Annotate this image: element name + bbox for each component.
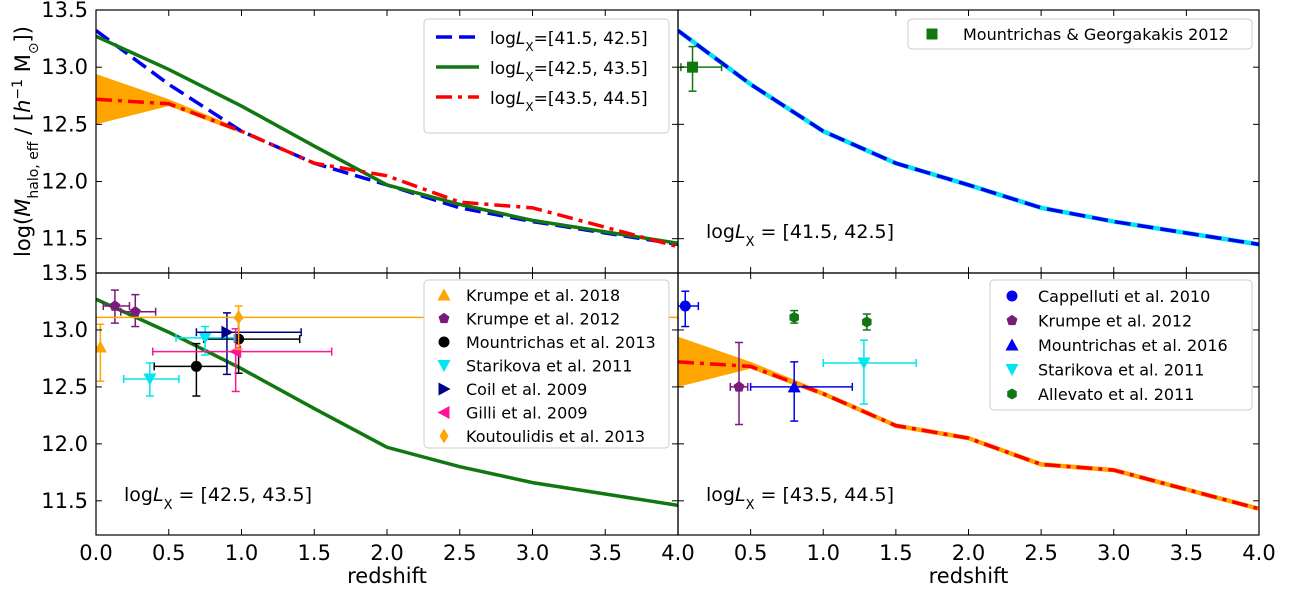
panel-annotation: logLX = [41.5, 42.5] <box>706 221 894 250</box>
panel-annotation: logLX = [43.5, 44.5] <box>706 484 894 513</box>
legend-marker <box>1007 388 1017 400</box>
legend-label: logLX=[41.5, 42.5] <box>490 29 648 54</box>
legend-marker <box>438 312 450 324</box>
x-tick-label: 3.5 <box>589 541 622 565</box>
panel-top-right-plot-area <box>678 28 1259 247</box>
y-tick-label: 13.0 <box>41 318 88 342</box>
legend-marker <box>1006 314 1018 326</box>
y-tick-label: 12.5 <box>41 112 88 136</box>
legend-label: Krumpe et al. 2012 <box>466 310 620 329</box>
legend-marker <box>1005 338 1019 351</box>
x-tick-label: 1.5 <box>298 541 331 565</box>
point-krumpe-et-al-2012-2-marker <box>129 305 141 317</box>
legend-marker <box>1005 364 1019 376</box>
point-mountrichas-et-al-2013-marker <box>190 360 202 372</box>
y-tick-label: 12.0 <box>41 170 88 194</box>
x-tick-label: 2.5 <box>443 541 476 565</box>
x-tick-label: 4.0 <box>1242 541 1275 565</box>
x-tick-label: 1.0 <box>225 541 258 565</box>
panel-top-right: logLX = [41.5, 42.5] Mountrichas & Georga… <box>677 9 1260 274</box>
x-tick-label: 1.5 <box>879 541 912 565</box>
legend-label: Koutoulidis et al. 2013 <box>466 427 645 446</box>
y-tick-label: 13.5 <box>41 261 88 285</box>
panel-annotation: logLX = [42.5, 43.5] <box>124 484 312 513</box>
legend-label: Mountrichas et al. 2013 <box>466 333 656 352</box>
x-axis-label: redshift <box>929 564 1009 588</box>
legend-box <box>989 279 1253 411</box>
x-axis-label: redshift <box>347 564 427 588</box>
series-model-underlay <box>678 28 1259 247</box>
legend-label: Krumpe et al. 2018 <box>466 286 620 305</box>
legend-label: Mountrichas & Georgakakis 2012 <box>963 25 1229 44</box>
y-tick-label: 11.5 <box>41 489 88 513</box>
x-tick-label: 2.5 <box>1024 541 1057 565</box>
x-tick-label: 0.0 <box>79 541 112 565</box>
x-tick-label: 4.0 <box>661 541 694 565</box>
point-mountrichas-georgakakis-2012-marker <box>687 61 699 73</box>
y-tick-label: 13.0 <box>41 55 88 79</box>
panel-top-left: 11.5 12.0 12.5 13.0 13.5 log(Mhalo, eff / [h−… <box>10 0 679 274</box>
point-koutoulidis-et-al-2013-marker <box>234 309 244 325</box>
point-krumpe-et-al-2012-marker <box>109 300 121 311</box>
legend-marker <box>437 360 451 372</box>
point-starikova-et-al-2011-marker <box>857 357 871 370</box>
panel-bottom-right: 0.5 1.0 1.5 2.0 2.5 3.0 3.5 4.0 redshift logLX = … <box>677 272 1276 588</box>
point-krumpe-et-al-2018-marker <box>96 340 107 353</box>
point-starikova-et-al-2011-marker <box>143 373 157 386</box>
point-allevato-et-al-2011-marker <box>789 311 799 323</box>
point-starikova-et-al-2011-2-marker <box>198 332 212 345</box>
panel-bottom-right-plot-area <box>678 290 1259 511</box>
x-tick-label: 1.0 <box>807 541 840 565</box>
x-tick-label: 0.5 <box>152 541 185 565</box>
legend-label: Mountrichas et al. 2016 <box>1038 336 1228 355</box>
point-krumpe-et-al-2012-marker <box>733 381 745 392</box>
legend-box <box>907 18 1253 50</box>
legend-label: logLX=[42.5, 43.5] <box>490 59 648 84</box>
x-tick-label: 0.5 <box>734 541 767 565</box>
panel-bottom-left: 11.5 12.0 12.5 13.0 13.5 0.0 0.5 1.0 1.5 2.0 2.5 3.… <box>41 261 694 588</box>
legend-marker <box>438 382 451 396</box>
y-tick-label: 13.5 <box>41 0 88 22</box>
point-cappelluti-et-al-2010-marker <box>679 300 691 312</box>
series-model-line <box>678 29 1259 247</box>
legend-marker <box>438 336 450 348</box>
legend-marker <box>926 28 938 40</box>
panel-bottom-left-plot-area <box>96 289 678 508</box>
legend-marker <box>439 428 449 444</box>
legend-marker <box>437 406 450 419</box>
legend-label: Coil et al. 2009 <box>466 380 587 399</box>
legend-label: Starikova et al. 2011 <box>1038 361 1204 380</box>
series-model-line <box>96 297 678 508</box>
point-allevato-et-al-2011-2-marker <box>862 316 872 328</box>
legend-label: Gilli et al. 2009 <box>466 404 588 423</box>
legend-label: Allevato et al. 2011 <box>1038 385 1194 404</box>
y-tick-label: 11.5 <box>41 227 88 251</box>
series-model-line <box>678 360 1259 511</box>
legend-label: Starikova et al. 2011 <box>466 357 632 376</box>
y-axis-label: log(Mhalo, eff / [h−1 M⊙]) <box>10 26 42 257</box>
point-mountrichas-et-al-2016-marker <box>787 380 801 393</box>
legend-label: logLX=[43.5, 44.5] <box>490 89 648 114</box>
legend-marker <box>1006 290 1018 302</box>
point-coil-et-al-2009-marker <box>221 325 234 339</box>
x-tick-label: 3.0 <box>516 541 549 565</box>
series-43-5-44-5-line <box>96 97 678 249</box>
y-tick-label: 12.0 <box>41 432 88 456</box>
legend-box <box>423 18 670 134</box>
panel-top-left-plot-area <box>96 29 678 249</box>
x-tick-label: 3.5 <box>1170 541 1203 565</box>
x-tick-label: 3.0 <box>1097 541 1130 565</box>
legend-marker <box>437 288 451 301</box>
legend-box <box>423 279 670 449</box>
y-tick-label: 12.5 <box>41 375 88 399</box>
x-tick-label: 2.0 <box>952 541 985 565</box>
legend-label: Cappelluti et al. 2010 <box>1038 287 1210 306</box>
series-42-5-43-5-line <box>96 34 678 245</box>
x-tick-label: 2.0 <box>370 541 403 565</box>
legend-label: Krumpe et al. 2012 <box>1038 312 1192 331</box>
